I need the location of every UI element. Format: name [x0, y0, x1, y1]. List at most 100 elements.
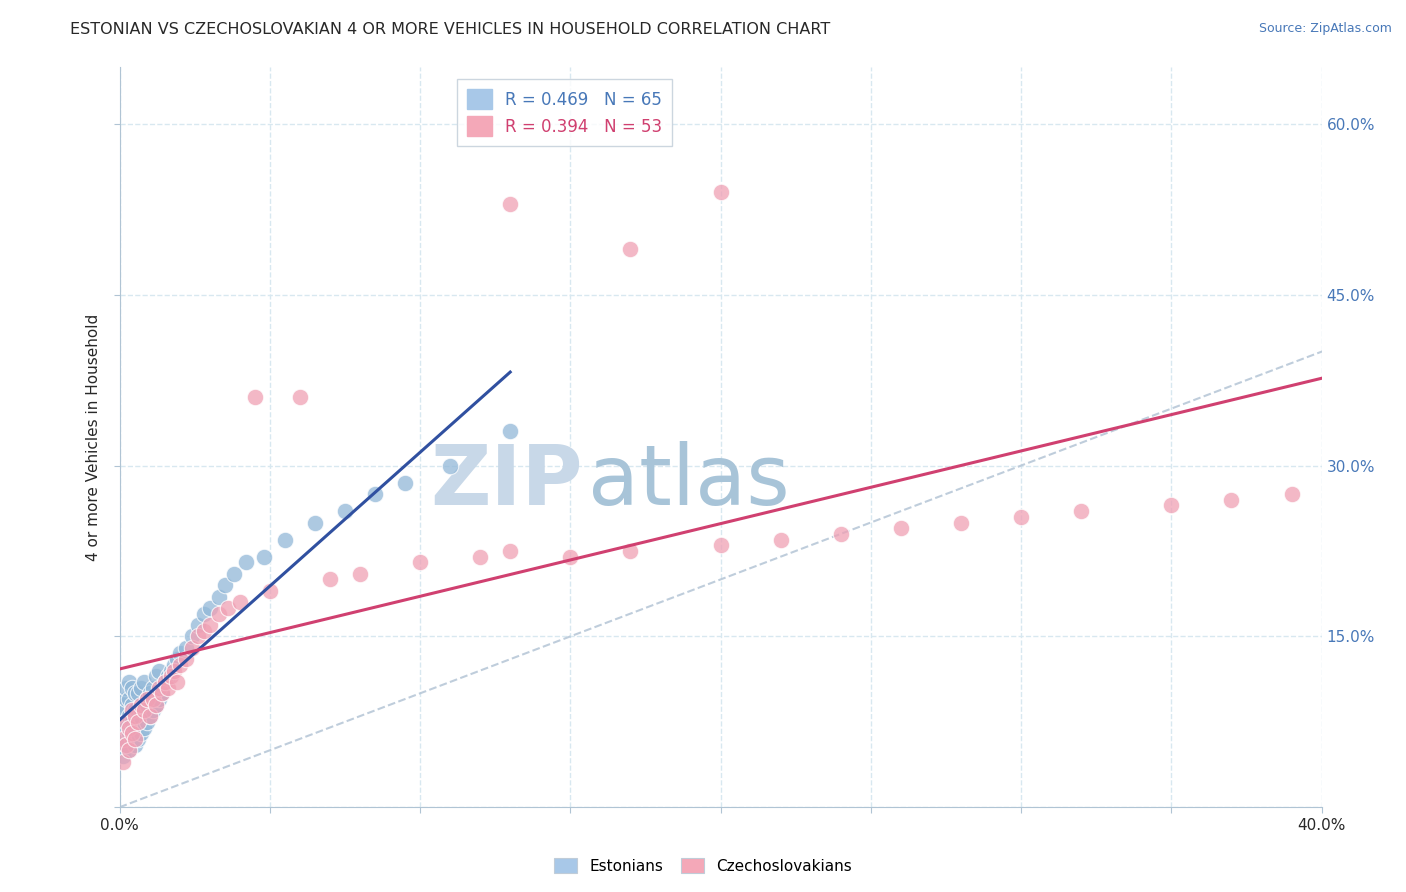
- Y-axis label: 4 or more Vehicles in Household: 4 or more Vehicles in Household: [86, 313, 101, 561]
- Point: [114, 703, 136, 717]
- Point: [198, 601, 221, 615]
- Point: [111, 755, 134, 769]
- Point: [499, 196, 522, 211]
- Point: [145, 698, 167, 712]
- Point: [890, 521, 912, 535]
- Point: [709, 538, 731, 552]
- Point: [132, 675, 155, 690]
- Point: [150, 686, 173, 700]
- Point: [169, 647, 191, 661]
- Point: [148, 664, 170, 678]
- Point: [129, 698, 152, 712]
- Point: [132, 721, 155, 735]
- Point: [111, 698, 134, 712]
- Point: [145, 698, 167, 712]
- Point: [138, 709, 160, 723]
- Point: [127, 686, 149, 700]
- Point: [159, 664, 181, 678]
- Point: [132, 698, 155, 712]
- Point: [121, 714, 143, 729]
- Point: [138, 709, 160, 723]
- Point: [121, 726, 143, 740]
- Point: [117, 692, 139, 706]
- Point: [364, 487, 387, 501]
- Point: [180, 629, 202, 643]
- Point: [1220, 492, 1243, 507]
- Text: atlas: atlas: [588, 441, 790, 522]
- Point: [132, 703, 155, 717]
- Point: [150, 686, 173, 700]
- Text: ESTONIAN VS CZECHOSLOVAKIAN 4 OR MORE VEHICLES IN HOUSEHOLD CORRELATION CHART: ESTONIAN VS CZECHOSLOVAKIAN 4 OR MORE VE…: [70, 22, 831, 37]
- Point: [111, 731, 134, 746]
- Point: [288, 390, 311, 404]
- Point: [156, 669, 179, 683]
- Point: [319, 573, 342, 587]
- Point: [560, 549, 582, 564]
- Point: [145, 669, 167, 683]
- Point: [349, 566, 371, 581]
- Point: [114, 721, 136, 735]
- Point: [274, 533, 297, 547]
- Point: [159, 669, 181, 683]
- Point: [148, 692, 170, 706]
- Point: [166, 675, 188, 690]
- Text: Source: ZipAtlas.com: Source: ZipAtlas.com: [1258, 22, 1392, 36]
- Point: [135, 692, 157, 706]
- Point: [121, 698, 143, 712]
- Point: [121, 681, 143, 695]
- Point: [619, 544, 641, 558]
- Point: [259, 583, 281, 598]
- Point: [117, 743, 139, 757]
- Point: [153, 675, 176, 690]
- Point: [235, 555, 257, 569]
- Point: [153, 675, 176, 690]
- Point: [187, 629, 209, 643]
- Point: [127, 731, 149, 746]
- Legend: Estonians, Czechoslovakians: Estonians, Czechoslovakians: [548, 852, 858, 880]
- Point: [124, 686, 146, 700]
- Point: [333, 504, 356, 518]
- Point: [117, 675, 139, 690]
- Point: [142, 681, 165, 695]
- Point: [138, 686, 160, 700]
- Point: [117, 726, 139, 740]
- Point: [148, 681, 170, 695]
- Point: [124, 721, 146, 735]
- Point: [499, 544, 522, 558]
- Point: [114, 714, 136, 729]
- Point: [222, 566, 245, 581]
- Point: [439, 458, 461, 473]
- Point: [1010, 509, 1032, 524]
- Point: [124, 731, 146, 746]
- Point: [217, 601, 239, 615]
- Point: [162, 657, 184, 672]
- Point: [180, 640, 202, 655]
- Point: [253, 549, 276, 564]
- Point: [114, 738, 136, 752]
- Point: [214, 578, 236, 592]
- Text: ZIP: ZIP: [430, 441, 582, 522]
- Point: [135, 692, 157, 706]
- Point: [156, 681, 179, 695]
- Point: [619, 242, 641, 256]
- Point: [124, 738, 146, 752]
- Point: [228, 595, 252, 609]
- Point: [174, 640, 197, 655]
- Point: [124, 709, 146, 723]
- Point: [193, 607, 215, 621]
- Point: [198, 618, 221, 632]
- Point: [243, 390, 266, 404]
- Point: [111, 731, 134, 746]
- Point: [499, 425, 522, 439]
- Point: [830, 527, 852, 541]
- Point: [117, 709, 139, 723]
- Point: [127, 709, 149, 723]
- Point: [124, 703, 146, 717]
- Point: [142, 703, 165, 717]
- Point: [950, 516, 973, 530]
- Point: [208, 590, 231, 604]
- Point: [1160, 499, 1182, 513]
- Point: [114, 738, 136, 752]
- Point: [129, 726, 152, 740]
- Point: [129, 681, 152, 695]
